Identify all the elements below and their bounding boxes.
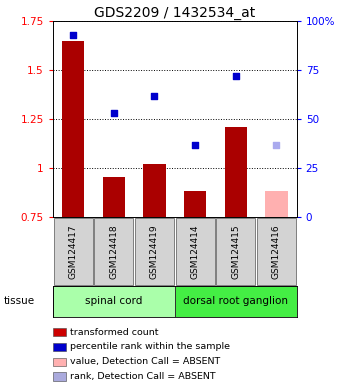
FancyBboxPatch shape — [175, 286, 297, 317]
Title: GDS2209 / 1432534_at: GDS2209 / 1432534_at — [94, 6, 255, 20]
FancyBboxPatch shape — [54, 218, 93, 285]
Bar — [265, 190, 287, 217]
Bar — [143, 164, 166, 217]
Text: GSM124418: GSM124418 — [109, 224, 118, 279]
Text: rank, Detection Call = ABSENT: rank, Detection Call = ABSENT — [70, 372, 216, 381]
Text: tissue: tissue — [3, 296, 34, 306]
Point — [71, 32, 76, 38]
Text: GSM124414: GSM124414 — [191, 224, 199, 279]
Text: GSM124415: GSM124415 — [231, 224, 240, 279]
Text: value, Detection Call = ABSENT: value, Detection Call = ABSENT — [70, 357, 220, 366]
Text: GSM124417: GSM124417 — [69, 224, 78, 279]
FancyBboxPatch shape — [94, 218, 133, 285]
Text: GSM124419: GSM124419 — [150, 224, 159, 279]
Point — [152, 93, 157, 99]
Text: GSM124416: GSM124416 — [272, 224, 281, 279]
Bar — [224, 127, 247, 217]
FancyBboxPatch shape — [53, 286, 175, 317]
FancyBboxPatch shape — [135, 218, 174, 285]
Point — [111, 110, 117, 116]
Bar — [184, 190, 206, 217]
Text: spinal cord: spinal cord — [85, 296, 143, 306]
FancyBboxPatch shape — [176, 218, 214, 285]
Text: dorsal root ganglion: dorsal root ganglion — [183, 296, 288, 306]
FancyBboxPatch shape — [257, 218, 296, 285]
Text: transformed count: transformed count — [70, 328, 159, 337]
Point — [192, 142, 198, 149]
Point — [273, 142, 279, 149]
FancyBboxPatch shape — [216, 218, 255, 285]
Text: percentile rank within the sample: percentile rank within the sample — [70, 342, 230, 351]
Bar — [62, 41, 84, 217]
Bar — [103, 177, 125, 217]
Point — [233, 73, 238, 79]
